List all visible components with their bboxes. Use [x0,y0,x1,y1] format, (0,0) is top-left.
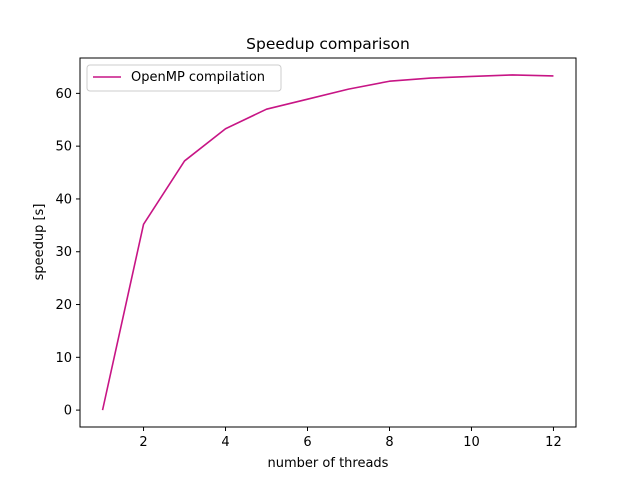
x-tick-label: 8 [385,435,393,450]
y-tick-label: 20 [55,298,72,313]
y-tick-label: 0 [64,404,72,419]
x-tick-label: 4 [221,435,229,450]
x-tick-label: 12 [545,435,562,450]
series-layer [101,74,554,411]
x-tick-label: 6 [303,435,311,450]
legend: OpenMP compilation [86,64,282,92]
y-tick-label: 60 [55,87,72,102]
series-line [101,74,554,411]
legend-box [86,64,282,92]
y-ticks: 0 10 20 30 40 50 60 [55,87,80,419]
x-ticks: 2 4 6 8 10 12 [139,427,562,450]
y-tick-label: 50 [55,140,72,155]
plot-frame [79,57,577,428]
chart-title: Speedup comparison [246,35,410,53]
y-tick-label: 30 [55,245,72,260]
y-tick-label: 10 [55,351,72,366]
y-axis-label: speedup [s] [32,204,47,281]
x-tick-label: 2 [139,435,147,450]
y-tick-label: 40 [55,192,72,207]
x-axis-label: number of threads [268,456,389,471]
x-tick-label: 10 [463,435,480,450]
legend-label: OpenMP compilation [131,70,265,85]
